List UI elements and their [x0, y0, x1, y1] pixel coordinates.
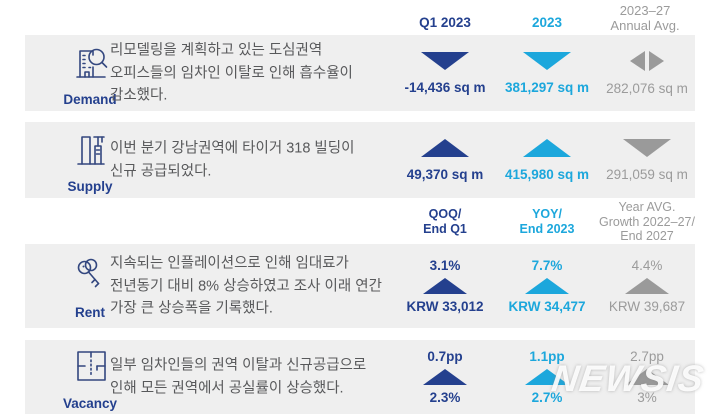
demand-avg-value: 282,076 sq m: [606, 80, 688, 96]
down-triangle-indicator: [623, 138, 671, 157]
column-header-year-avg-growth: Year AVG. Growth 2022–27/ End 2027: [599, 200, 695, 243]
supply-icon-cell: Supply: [40, 122, 140, 198]
demand-q1-cell: -14,436 sq m: [395, 35, 495, 111]
up-triangle-indicator: [525, 278, 569, 294]
rent-yoy-value: KRW 34,477: [508, 299, 586, 314]
up-triangle-indicator: [625, 369, 669, 385]
up-triangle-indicator: [423, 278, 467, 294]
rent-yoy-percent: 7.7%: [531, 258, 563, 273]
vacancy-row: Vacancy 일부 임차인들의 권역 이탈과 신규공급으로 인해 모든 권역에…: [25, 340, 695, 414]
demand-2023-value: 381,297 sq m: [504, 79, 590, 95]
supply-2023-value: 415,980 sq m: [504, 166, 590, 182]
supply-q1-value: 49,370 sq m: [406, 166, 484, 182]
rent-avg-cell: 4.4% KRW 39,687: [599, 244, 695, 328]
newsis-watermark: NEWSIS: [549, 358, 707, 399]
keys-icon: [68, 253, 112, 302]
vacancy-yoy-pp: 1.1pp: [529, 349, 565, 364]
supply-2023-cell: 415,980 sq m: [495, 122, 599, 198]
column-header-2023: 2023: [531, 15, 563, 30]
demand-description: 리모델링을 계획하고 있는 도심권역 오피스들의 임차인 이탈로 인해 흡수율이…: [110, 42, 353, 104]
up-triangle-indicator: [525, 369, 569, 385]
vacancy-avg-cell: 2.7pp 3%: [599, 340, 695, 414]
down-triangle-indicator: [421, 51, 469, 70]
up-triangle-indicator: [523, 138, 571, 157]
demand-q1-value: -14,436 sq m: [404, 79, 486, 95]
supply-avg-cell: 291,059 sq m: [599, 122, 695, 198]
demand-label: Demand: [63, 91, 117, 107]
vacancy-yoy-rate: 2.7%: [531, 390, 563, 405]
down-triangle-indicator: [523, 51, 571, 70]
up-triangle-indicator: [421, 138, 469, 157]
supply-row: Supply 이번 분기 강남권역에 타이거 318 빌딩이 신규 공급되었다.…: [25, 122, 695, 198]
supply-description: 이번 분기 강남권역에 타이거 318 빌딩이 신규 공급되었다.: [110, 140, 355, 180]
right-triangle-icon: [649, 50, 664, 71]
column-header-annual-avg: 2023–27 Annual Avg.: [610, 3, 680, 33]
neutral-arrows-indicator: [630, 50, 664, 71]
vacancy-description: 일부 임차인들의 권역 이탈과 신규공급으로 인해 모든 권역에서 공실률이 상…: [110, 357, 367, 397]
demand-row: Demand 리모델링을 계획하고 있는 도심권역 오피스들의 임차인 이탈로 …: [25, 35, 695, 111]
vacancy-label: Vacancy: [62, 395, 118, 411]
column-header-yoy: YOY/ End 2023: [519, 207, 575, 236]
rent-yoy-cell: 7.7% KRW 34,477: [495, 244, 599, 328]
vacancy-qoq-rate: 2.3%: [429, 390, 461, 405]
supply-avg-value: 291,059 sq m: [606, 166, 688, 182]
up-triangle-indicator: [423, 369, 467, 385]
vacancy-avg-rate: 3%: [637, 390, 657, 405]
vacancy-avg-pp: 2.7pp: [630, 349, 664, 364]
supply-label: Supply: [67, 178, 113, 194]
demand-2023-cell: 381,297 sq m: [495, 35, 599, 111]
rent-qoq-value: KRW 33,012: [406, 299, 484, 314]
rent-qoq-percent: 3.1%: [429, 258, 461, 273]
buildings-crane-icon: [68, 127, 112, 176]
rent-qoq-cell: 3.1% KRW 33,012: [395, 244, 495, 328]
demand-avg-cell: 282,076 sq m: [599, 35, 695, 111]
rent-description: 지속되는 인플레이션으로 인해 임대료가 전년동기 대비 8% 상승하였고 조사…: [110, 255, 382, 317]
vacancy-icon-cell: Vacancy: [40, 340, 140, 414]
rent-avg-percent: 4.4%: [631, 258, 663, 273]
building-magnifier-icon: [68, 40, 112, 89]
rent-label: Rent: [75, 304, 105, 320]
up-triangle-indicator: [625, 278, 669, 294]
vacancy-qoq-pp: 0.7pp: [427, 349, 463, 364]
vacancy-yoy-cell: 1.1pp 2.7%: [495, 340, 599, 414]
column-header-qoq: QOQ/ End Q1: [423, 207, 467, 236]
rent-icon-cell: Rent: [40, 244, 140, 328]
column-header-q1-2023: Q1 2023: [419, 15, 471, 30]
supply-q1-cell: 49,370 sq m: [395, 122, 495, 198]
left-triangle-icon: [630, 50, 645, 71]
vacancy-qoq-cell: 0.7pp 2.3%: [395, 340, 495, 414]
rent-row: Rent 지속되는 인플레이션으로 인해 임대료가 전년동기 대비 8% 상승하…: [25, 244, 695, 328]
floor-plan-icon: [68, 344, 112, 393]
demand-icon-cell: Demand: [40, 35, 140, 111]
rent-avg-value: KRW 39,687: [608, 299, 686, 314]
